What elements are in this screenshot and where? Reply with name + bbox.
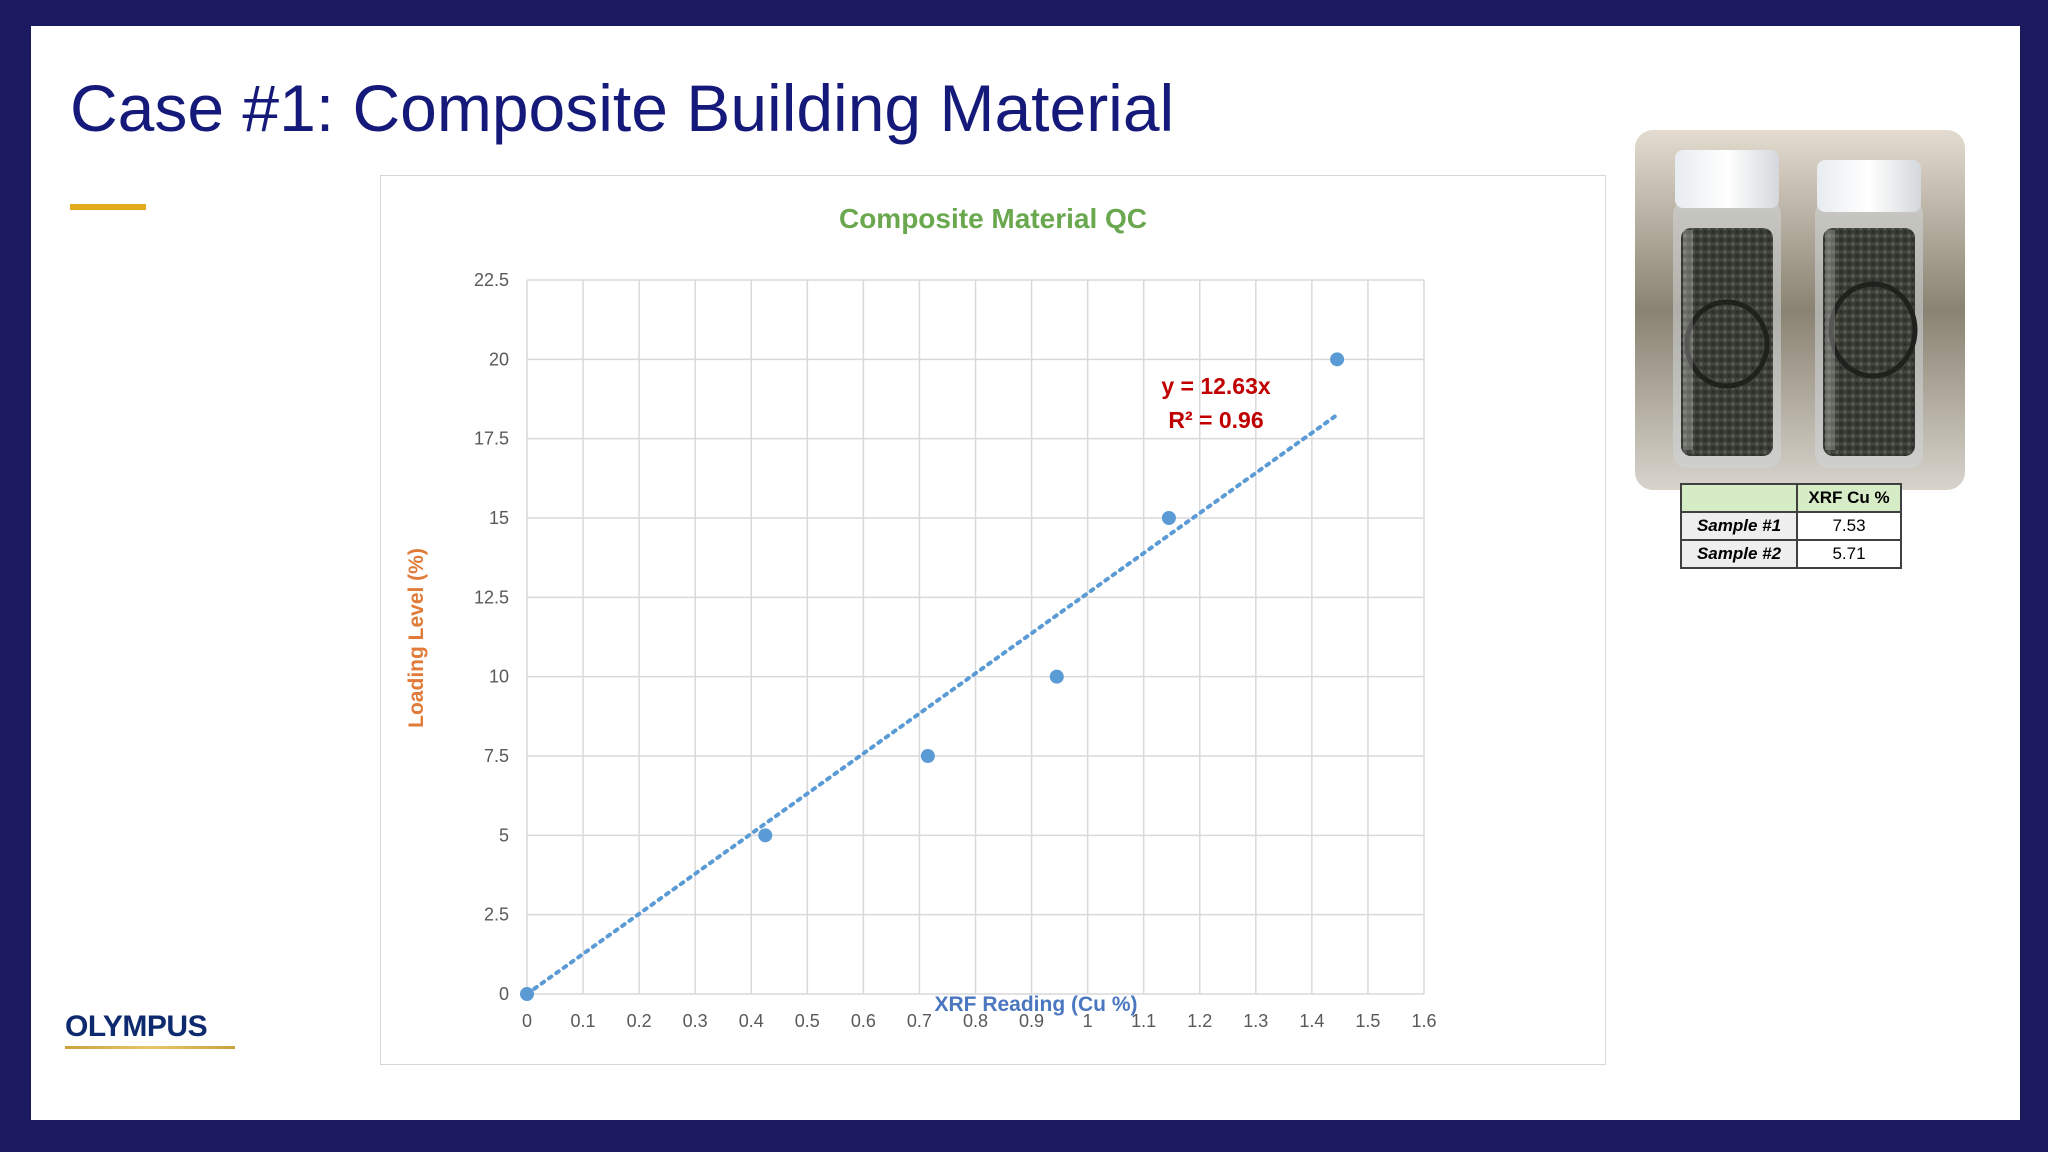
table-row: Sample #2 5.71: [1680, 539, 1902, 569]
y-tick-label: 0: [499, 984, 509, 1004]
table-column-header: XRF Cu %: [1796, 483, 1902, 513]
x-tick-label: 0.6: [851, 1011, 876, 1031]
data-point: [1049, 669, 1064, 684]
sample-value: 5.71: [1796, 539, 1902, 569]
y-tick-label: 17.5: [474, 429, 509, 449]
trend-r-squared: R² = 0.96: [1168, 407, 1263, 433]
x-axis-label: XRF Reading (Cu %): [935, 993, 1138, 1016]
data-point: [520, 987, 534, 1001]
y-tick-label: 10: [489, 667, 509, 687]
chart-title: Composite Material QC: [839, 203, 1147, 234]
slide-title: Case #1: Composite Building Material: [70, 71, 1175, 145]
accent-bar: [70, 204, 146, 210]
table-row: Sample #1 7.53: [1680, 511, 1902, 541]
data-point: [920, 749, 935, 763]
chart-grid: [526, 279, 1425, 995]
sample-value: 7.53: [1796, 511, 1902, 541]
olympus-logo: OLYMPUS: [65, 1010, 245, 1060]
chart-frame: Composite Material QC 0 2.5 5 7.5 10 12.5 15 17…: [380, 175, 1606, 1065]
logo-text: OLYMPUS: [65, 1010, 208, 1043]
data-point: [758, 828, 773, 843]
x-tick-label: 0.3: [683, 1011, 708, 1031]
x-tick-label: 1.2: [1187, 1011, 1212, 1031]
y-tick-label: 15: [489, 508, 509, 528]
x-tick-label: 0.2: [627, 1011, 652, 1031]
x-tick-label: 0.8: [963, 1011, 988, 1031]
y-tick-label: 22.5: [474, 270, 509, 290]
x-tick-label: 0.9: [1019, 1011, 1044, 1031]
y-tick-labels: 0 2.5 5 7.5 10 12.5 15 17.5 20 22.5: [474, 270, 509, 1004]
data-point: [1161, 511, 1176, 525]
y-tick-label: 7.5: [484, 746, 509, 766]
table-header-row: XRF Cu %: [1680, 483, 1902, 513]
x-tick-label: 0.7: [907, 1011, 932, 1031]
table-corner-cell: [1680, 483, 1798, 513]
y-tick-label: 5: [499, 825, 509, 845]
y-axis-label: Loading Level (%): [405, 548, 428, 728]
x-tick-label: 1.1: [1131, 1011, 1156, 1031]
x-tick-label: 1.4: [1299, 1011, 1324, 1031]
y-tick-label: 12.5: [474, 587, 509, 607]
x-tick-label: 1.5: [1355, 1011, 1380, 1031]
x-tick-label: 1: [1083, 1011, 1093, 1031]
sample-label: Sample #1: [1680, 511, 1798, 541]
x-tick-label: 0.1: [571, 1011, 596, 1031]
y-tick-label: 20: [489, 349, 509, 369]
y-tick-label: 2.5: [484, 905, 509, 925]
x-tick-labels: 0 0.1 0.2 0.3 0.4 0.5 0.6 0.7 0.8 0.9 1 1.1 1.2 1.3 1.…: [522, 1011, 1437, 1031]
sample-vials-photo: [1635, 130, 1965, 490]
trendline: [525, 412, 1340, 996]
data-points: [520, 352, 1345, 1001]
x-tick-label: 0.4: [739, 1011, 764, 1031]
x-tick-label: 1.3: [1243, 1011, 1268, 1031]
trend-equation: y = 12.63x: [1161, 373, 1271, 399]
data-point: [1330, 352, 1345, 367]
sample-label: Sample #2: [1680, 539, 1798, 569]
vials-image: [1635, 130, 1965, 490]
xrf-cu-table: XRF Cu % Sample #1 7.53 Sample #2 5.71: [1680, 483, 1902, 569]
x-tick-label: 1.6: [1411, 1011, 1436, 1031]
logo-underline: [65, 1046, 235, 1049]
scatter-chart: Composite Material QC 02.557.51012.51517…: [405, 203, 1437, 1031]
x-tick-label: 0: [522, 1011, 532, 1031]
x-tick-label: 0.5: [795, 1011, 820, 1031]
